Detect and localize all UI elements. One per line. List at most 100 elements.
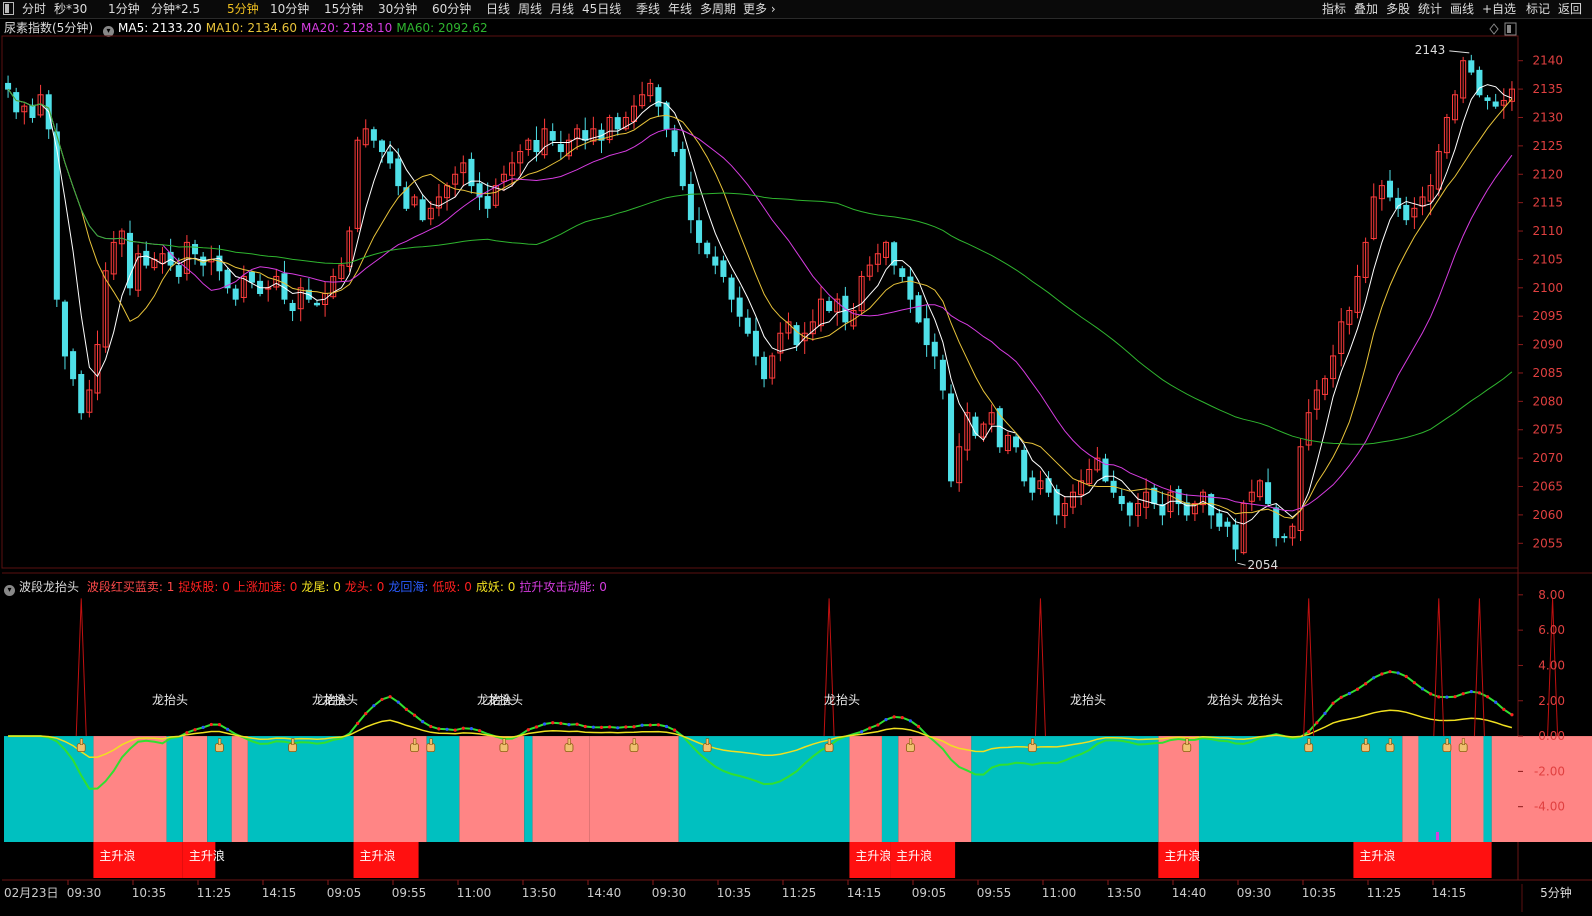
x-tick-label: 13:50 <box>522 886 557 900</box>
candle-body <box>1508 88 1515 102</box>
candle-body <box>387 151 394 164</box>
ma-legend-item: MA60: 2092.62 <box>396 21 488 35</box>
y-tick-label: 2120 <box>1532 167 1563 181</box>
momentum-dot <box>916 724 921 729</box>
x-tick-label: 02月23日 <box>4 886 59 900</box>
momentum-line <box>8 670 1513 790</box>
period-tab[interactable]: 季线 <box>636 2 661 16</box>
tool-button[interactable]: 画线 <box>1450 2 1475 16</box>
candle-body <box>248 271 255 283</box>
hand-pointer-icon <box>1304 738 1314 753</box>
momentum-dot <box>583 724 587 729</box>
candle-body <box>1118 495 1125 505</box>
dragon-label: 龙抬头 <box>824 693 860 707</box>
tool-button[interactable]: 多股 <box>1386 2 1411 16</box>
y-tick-label: 2095 <box>1532 309 1563 323</box>
diamond-icon[interactable] <box>1489 23 1499 35</box>
candle-body <box>1086 468 1093 485</box>
period-tab[interactable]: 15分钟 <box>324 2 364 16</box>
hand-pointer-icon <box>1385 738 1395 753</box>
candle-body <box>793 325 800 346</box>
momentum-dot <box>1396 671 1400 675</box>
tool-button[interactable]: 统计 <box>1418 2 1443 16</box>
period-tab[interactable]: 10分钟 <box>270 2 310 16</box>
tool-button[interactable]: 指标 <box>1322 2 1347 16</box>
candle-body <box>817 298 824 327</box>
period-tab[interactable]: 周线 <box>518 2 543 16</box>
hand-pointer-icon <box>288 738 297 753</box>
period-tab[interactable]: 5分钟 <box>227 2 259 16</box>
main-wave-box <box>849 842 891 878</box>
tool-button[interactable]: 返回 <box>1558 2 1583 16</box>
momentum-dot <box>1347 691 1351 696</box>
period-tab[interactable]: 日线 <box>486 2 511 16</box>
indicator-legend-item: 龙回海: <box>388 580 429 594</box>
candle-body <box>476 183 483 198</box>
period-tab[interactable]: 60分钟 <box>432 2 472 16</box>
candle-body <box>931 341 938 357</box>
candle-body <box>1321 378 1328 395</box>
main-wave-label: 主升浪 <box>855 848 891 863</box>
x-tick-label: 11:00 <box>1042 886 1077 900</box>
momentum-dot <box>526 728 530 732</box>
candle-body <box>232 288 239 300</box>
high-pointer <box>1449 50 1470 54</box>
period-tab[interactable]: 1分钟 <box>108 2 140 16</box>
candle-body <box>175 265 182 277</box>
period-tab[interactable]: 秒*30 <box>54 2 88 16</box>
ma-line <box>7 84 1513 525</box>
candle-body <box>370 129 377 141</box>
settings-circle-icon[interactable]: ▾ <box>103 26 114 37</box>
candle-body <box>1151 487 1158 505</box>
momentum-dot <box>1502 707 1506 711</box>
period-tab[interactable]: 分时 <box>22 2 47 16</box>
main-wave-label: 主升浪 <box>1164 848 1200 863</box>
momentum-dot <box>1331 701 1335 705</box>
momentum-dot <box>1404 674 1408 679</box>
candle-body <box>777 332 784 354</box>
momentum-dot <box>201 725 205 729</box>
period-tab[interactable]: 年线 <box>668 2 693 16</box>
tool-button[interactable]: 叠加 <box>1354 2 1379 16</box>
hand-pointer-icon <box>1027 738 1037 753</box>
candle-body <box>549 131 556 141</box>
candle-body <box>1362 241 1369 278</box>
momentum-dot <box>1477 691 1482 695</box>
momentum-dot <box>608 725 612 729</box>
period-tab[interactable]: 多周期 <box>700 2 737 16</box>
cyan-zone <box>678 736 850 842</box>
period-tab[interactable]: 月线 <box>550 2 575 16</box>
axes: 2140 2135 2130 2125 2120 2115 2110 2105 2100 2095… <box>4 54 1572 912</box>
candle-body <box>159 253 166 265</box>
cyan-zone <box>207 736 232 842</box>
ind-y-tick-label: 4.00 <box>1538 658 1565 672</box>
momentum-dot <box>1339 695 1343 699</box>
tool-button[interactable]: 标记 <box>1526 2 1551 16</box>
period-tab[interactable]: 45日线 <box>582 2 622 16</box>
x-tick-label: 09:05 <box>912 886 947 900</box>
candle-body <box>200 256 207 266</box>
period-tab[interactable]: 30分钟 <box>378 2 418 16</box>
candle-body <box>720 260 727 277</box>
indicator-legend-item: 低吸: 0 <box>432 580 472 594</box>
indicator-settings-icon[interactable]: ▾ <box>4 585 15 596</box>
momentum-dot <box>656 723 660 727</box>
hand-pointer-icon <box>1442 738 1452 753</box>
panel-toggle-icon[interactable] <box>3 2 14 15</box>
period-tab[interactable]: 更多 › <box>743 2 776 16</box>
candle-body <box>13 92 20 113</box>
tool-button[interactable]: +自选 <box>1482 2 1517 16</box>
candle-body <box>899 268 906 277</box>
maximize-icon[interactable] <box>1504 22 1517 36</box>
candle-body <box>639 94 646 107</box>
momentum-dot <box>1380 672 1384 676</box>
y-tick-label: 2105 <box>1532 252 1563 266</box>
hand-pointer-icon <box>215 738 224 753</box>
cyan-zone <box>1198 736 1403 842</box>
period-tab[interactable]: 分钟*2.5 <box>151 2 201 16</box>
candle-body <box>728 277 735 300</box>
candle-body <box>1386 180 1394 198</box>
candle-body <box>427 207 434 220</box>
main-wave-box <box>1353 842 1492 878</box>
